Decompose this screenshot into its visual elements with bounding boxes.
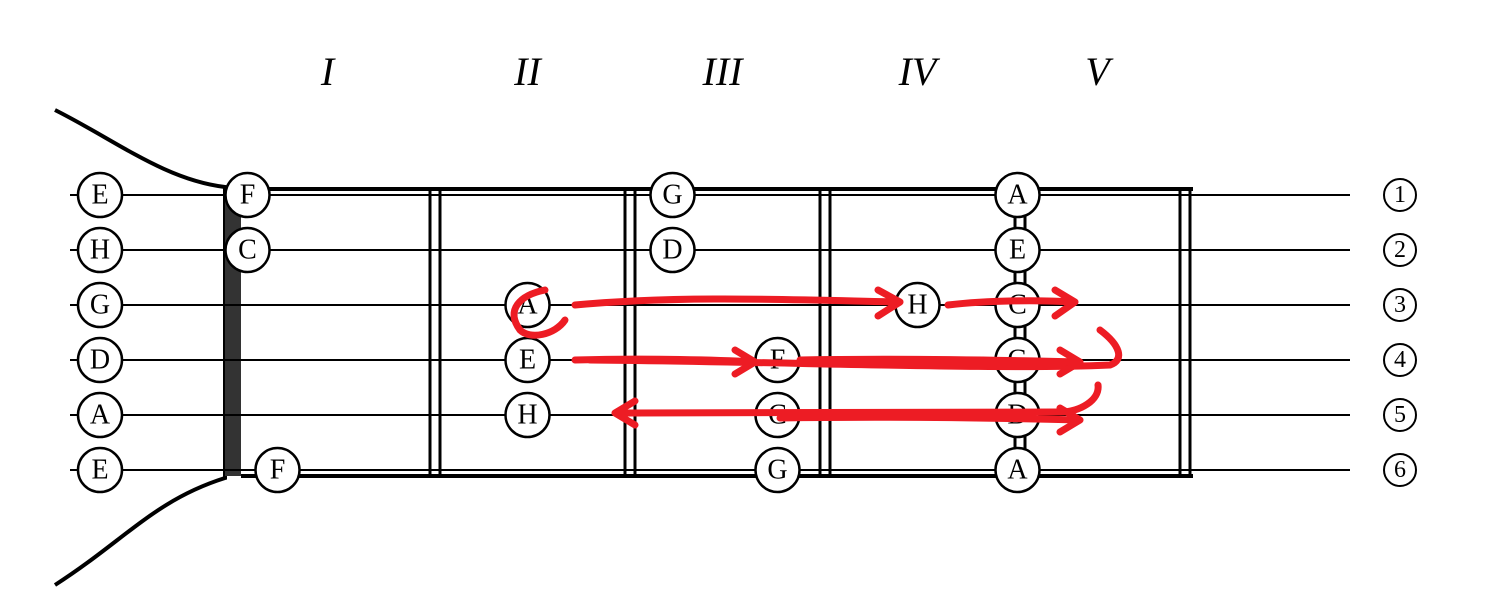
roman-numeral: II [513,49,542,94]
roman-numeral: I [320,49,336,94]
open-note-label: D [90,345,110,376]
open-note-label: E [91,180,108,211]
roman-numeral: V [1085,49,1114,94]
string-number-label: 4 [1394,347,1406,373]
hand-arrow [575,350,755,374]
fret-note-label: C [1008,290,1027,321]
string-number-label: 2 [1394,237,1406,263]
fret-note-label: C [238,235,257,266]
string-number-label: 3 [1394,292,1406,318]
string-number-label: 6 [1394,457,1406,483]
fretboard-diagram: IIIIIIIVVEHGDAEFCFAEHGDFCGHAECGDA123456 [0,0,1495,615]
string-number-label: 1 [1394,182,1406,208]
fret-note-label: F [240,180,256,211]
fret-note-label: G [662,180,682,211]
fret-note-label: F [270,455,286,486]
roman-numeral: IV [898,49,941,94]
fret-note-label: E [519,345,536,376]
fret-note-label: E [1009,235,1026,266]
fret-note-label: H [907,290,927,321]
open-note-label: G [90,290,110,321]
open-note-label: A [90,400,111,431]
fret-note-label: A [1007,455,1028,486]
fret-note-label: D [662,235,682,266]
fret-note-label: A [1007,180,1028,211]
roman-numeral: III [702,49,745,94]
open-note-label: H [90,235,110,266]
open-note-label: E [91,455,108,486]
fret-note-label: G [767,455,787,486]
string-number-label: 5 [1394,402,1406,428]
fret-note-label: H [517,400,537,431]
